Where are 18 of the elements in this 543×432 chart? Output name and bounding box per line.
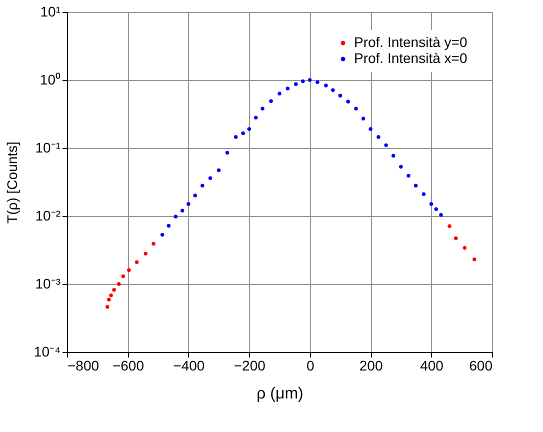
y-tick-label: 10¹ [40,4,61,20]
y-tick-label: 10⁻⁴ [34,344,60,360]
y-tick-label: 10⁻² [35,208,61,224]
x-tick-label: 0 [306,358,314,374]
legend-label: Prof. Intensità y=0 [354,34,468,50]
x-tick-label: 400 [420,358,444,374]
legend-label: Prof. Intensità x=0 [354,50,468,66]
x-tick-label: −400 [173,358,205,374]
x-tick-label: −800 [68,358,100,374]
x-tick-label: −600 [112,358,144,374]
y-tick-label: 10⁻¹ [35,140,61,156]
y-tick-label: 10⁰ [40,72,60,88]
x-tick-label: 200 [359,358,383,374]
y-tick-label: 10⁻³ [35,276,61,292]
x-axis-title: ρ (μm) [256,386,304,402]
x-tick-label: 600 [469,358,493,374]
y-axis-title: T(ρ) [Counts] [4,142,20,224]
x-tick-label: −200 [234,358,266,374]
